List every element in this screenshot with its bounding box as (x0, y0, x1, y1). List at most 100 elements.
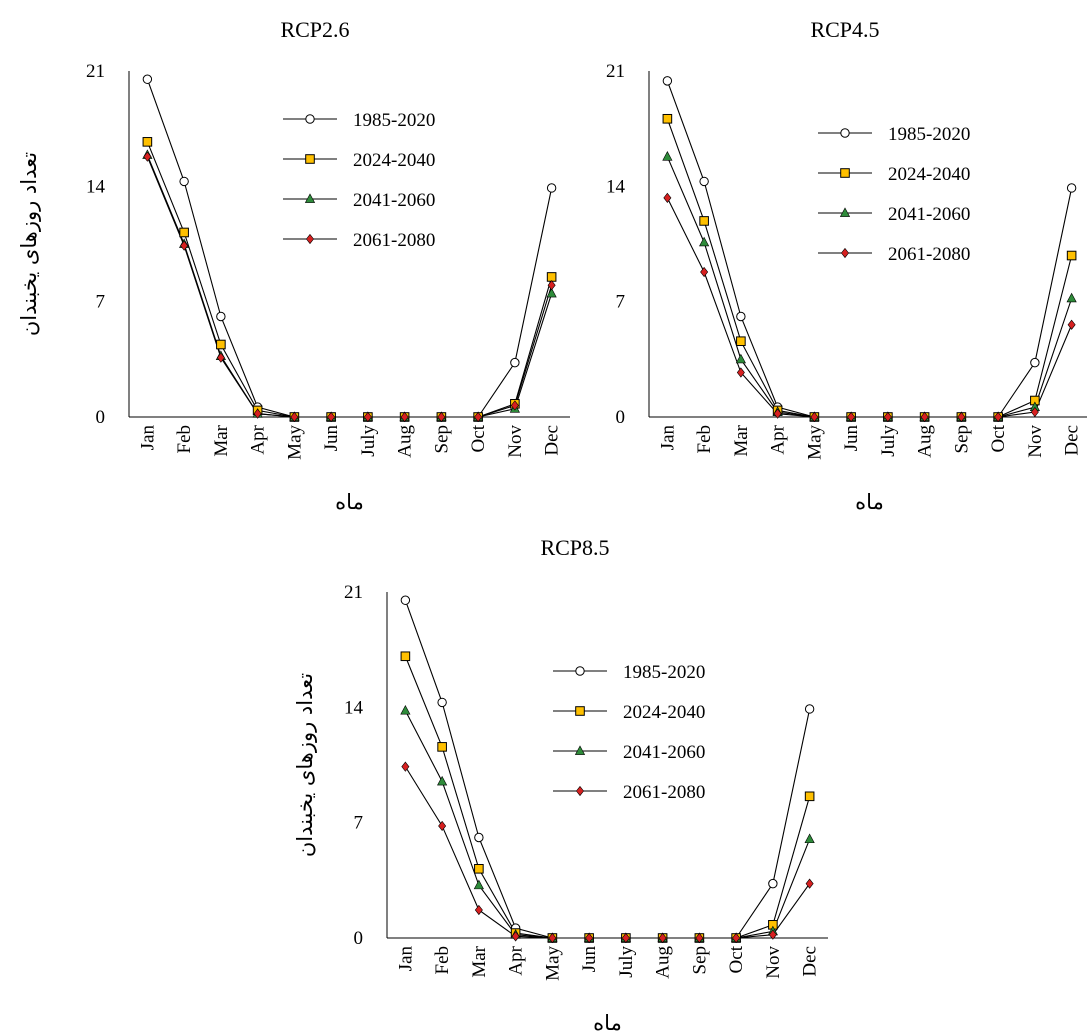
legend-marker (305, 114, 315, 124)
data-point (883, 411, 892, 423)
x-tick-label: Aug (395, 425, 416, 458)
data-point (437, 697, 447, 708)
data-point (546, 272, 557, 282)
data-point (920, 411, 929, 423)
x-tick-label: Sep (431, 425, 452, 454)
data-point (142, 137, 153, 147)
data-point (1067, 319, 1076, 330)
data-point (732, 932, 741, 944)
data-point (474, 864, 484, 874)
series-line (146, 79, 553, 418)
y-tick-label: 14 (344, 697, 364, 718)
y-axis-label: تعداد روزهای یخبندان (17, 152, 41, 336)
x-tick-label: Apr (768, 424, 789, 454)
data-point (768, 878, 778, 889)
data-point (994, 411, 1003, 423)
legend-label: 2041-2060 (353, 190, 435, 211)
data-point (546, 287, 557, 298)
data-point (437, 775, 448, 786)
x-axis-label: ماه (855, 490, 884, 514)
legend-label: 2061-2080 (353, 230, 435, 251)
legend-marker (305, 154, 315, 164)
legend-label: 2041-2060 (623, 742, 705, 763)
data-point (805, 878, 814, 889)
legend-marker (575, 706, 585, 716)
data-point (695, 932, 704, 944)
chart-panel-2: RCP4.5 0 7 14 21 Jan Feb Mar Apr May Jun July Aug Sep… (606, 17, 1087, 514)
series-line (666, 80, 1073, 418)
x-tick-label: Nov (505, 425, 526, 458)
x-tick-label: Feb (174, 425, 195, 454)
legend-label: 1985-2020 (623, 662, 705, 683)
data-point (735, 353, 746, 364)
data-point (143, 151, 152, 162)
data-point (773, 408, 782, 419)
x-tick-label: Jun (321, 425, 342, 452)
data-point (253, 408, 262, 419)
data-point (1066, 250, 1077, 261)
x-tick-label: Oct (468, 424, 489, 452)
x-tick-label: Aug (653, 946, 674, 979)
legend-label: 1985-2020 (888, 124, 970, 145)
data-point (699, 216, 709, 226)
data-point (400, 595, 411, 605)
x-tick-label: July (358, 425, 379, 457)
data-point (700, 266, 709, 278)
series-line (666, 197, 1073, 418)
data-point (699, 176, 709, 187)
x-tick-label: Mar (731, 424, 752, 456)
legend-label: 1985-2020 (353, 110, 435, 131)
x-tick-label: Dec (800, 946, 821, 977)
y-tick-label: 7 (616, 292, 626, 313)
data-point (511, 931, 520, 942)
legend-marker (840, 168, 850, 178)
data-point (179, 176, 189, 187)
legend-marker (840, 128, 850, 138)
legend-label: 2061-2080 (888, 244, 970, 265)
data-point (548, 932, 557, 944)
data-point (437, 742, 447, 752)
series-line (404, 656, 811, 939)
x-tick-label: Aug (915, 425, 936, 458)
data-point (768, 929, 777, 940)
data-point (363, 411, 372, 423)
data-point (473, 879, 484, 890)
chart-title: RCP4.5 (810, 17, 879, 42)
data-point (662, 113, 673, 124)
data-point (180, 240, 189, 251)
data-point (699, 236, 710, 247)
series-line (404, 766, 811, 939)
data-point (1030, 406, 1039, 418)
data-point (474, 411, 483, 423)
data-point (327, 411, 336, 423)
data-point (847, 411, 856, 423)
y-tick-label: 21 (344, 582, 363, 603)
data-point (510, 357, 520, 368)
x-tick-label: July (616, 946, 637, 978)
x-axis-label: ماه (593, 1011, 622, 1035)
x-tick-label: Feb (694, 425, 715, 454)
data-point (474, 904, 483, 916)
legend-label: 2024-2040 (623, 702, 705, 723)
series-line (666, 156, 1073, 418)
y-tick-label: 21 (86, 61, 105, 82)
legend-marker (304, 193, 316, 203)
y-axis-label: تعداد روزهای یخبندان (293, 673, 317, 857)
y-tick-label: 7 (96, 292, 106, 313)
x-tick-label: Nov (1025, 425, 1046, 458)
x-tick-label: Jan (395, 946, 416, 972)
data-point (621, 932, 630, 944)
data-point (400, 411, 409, 423)
chart-panel-1: RCP2.6 0 7 14 21 Jan Feb Mar Apr May Jun July Aug Sep… (17, 17, 570, 514)
data-point (804, 704, 815, 714)
data-point (662, 151, 673, 161)
legend-label: 2061-2080 (623, 782, 705, 803)
data-point (179, 227, 189, 238)
x-tick-label: Mar (211, 424, 232, 456)
data-point (546, 183, 557, 193)
data-point (957, 411, 966, 423)
y-tick-label: 14 (606, 176, 626, 197)
data-point (1066, 292, 1077, 303)
x-tick-label: May (542, 946, 563, 981)
data-point (290, 411, 299, 423)
